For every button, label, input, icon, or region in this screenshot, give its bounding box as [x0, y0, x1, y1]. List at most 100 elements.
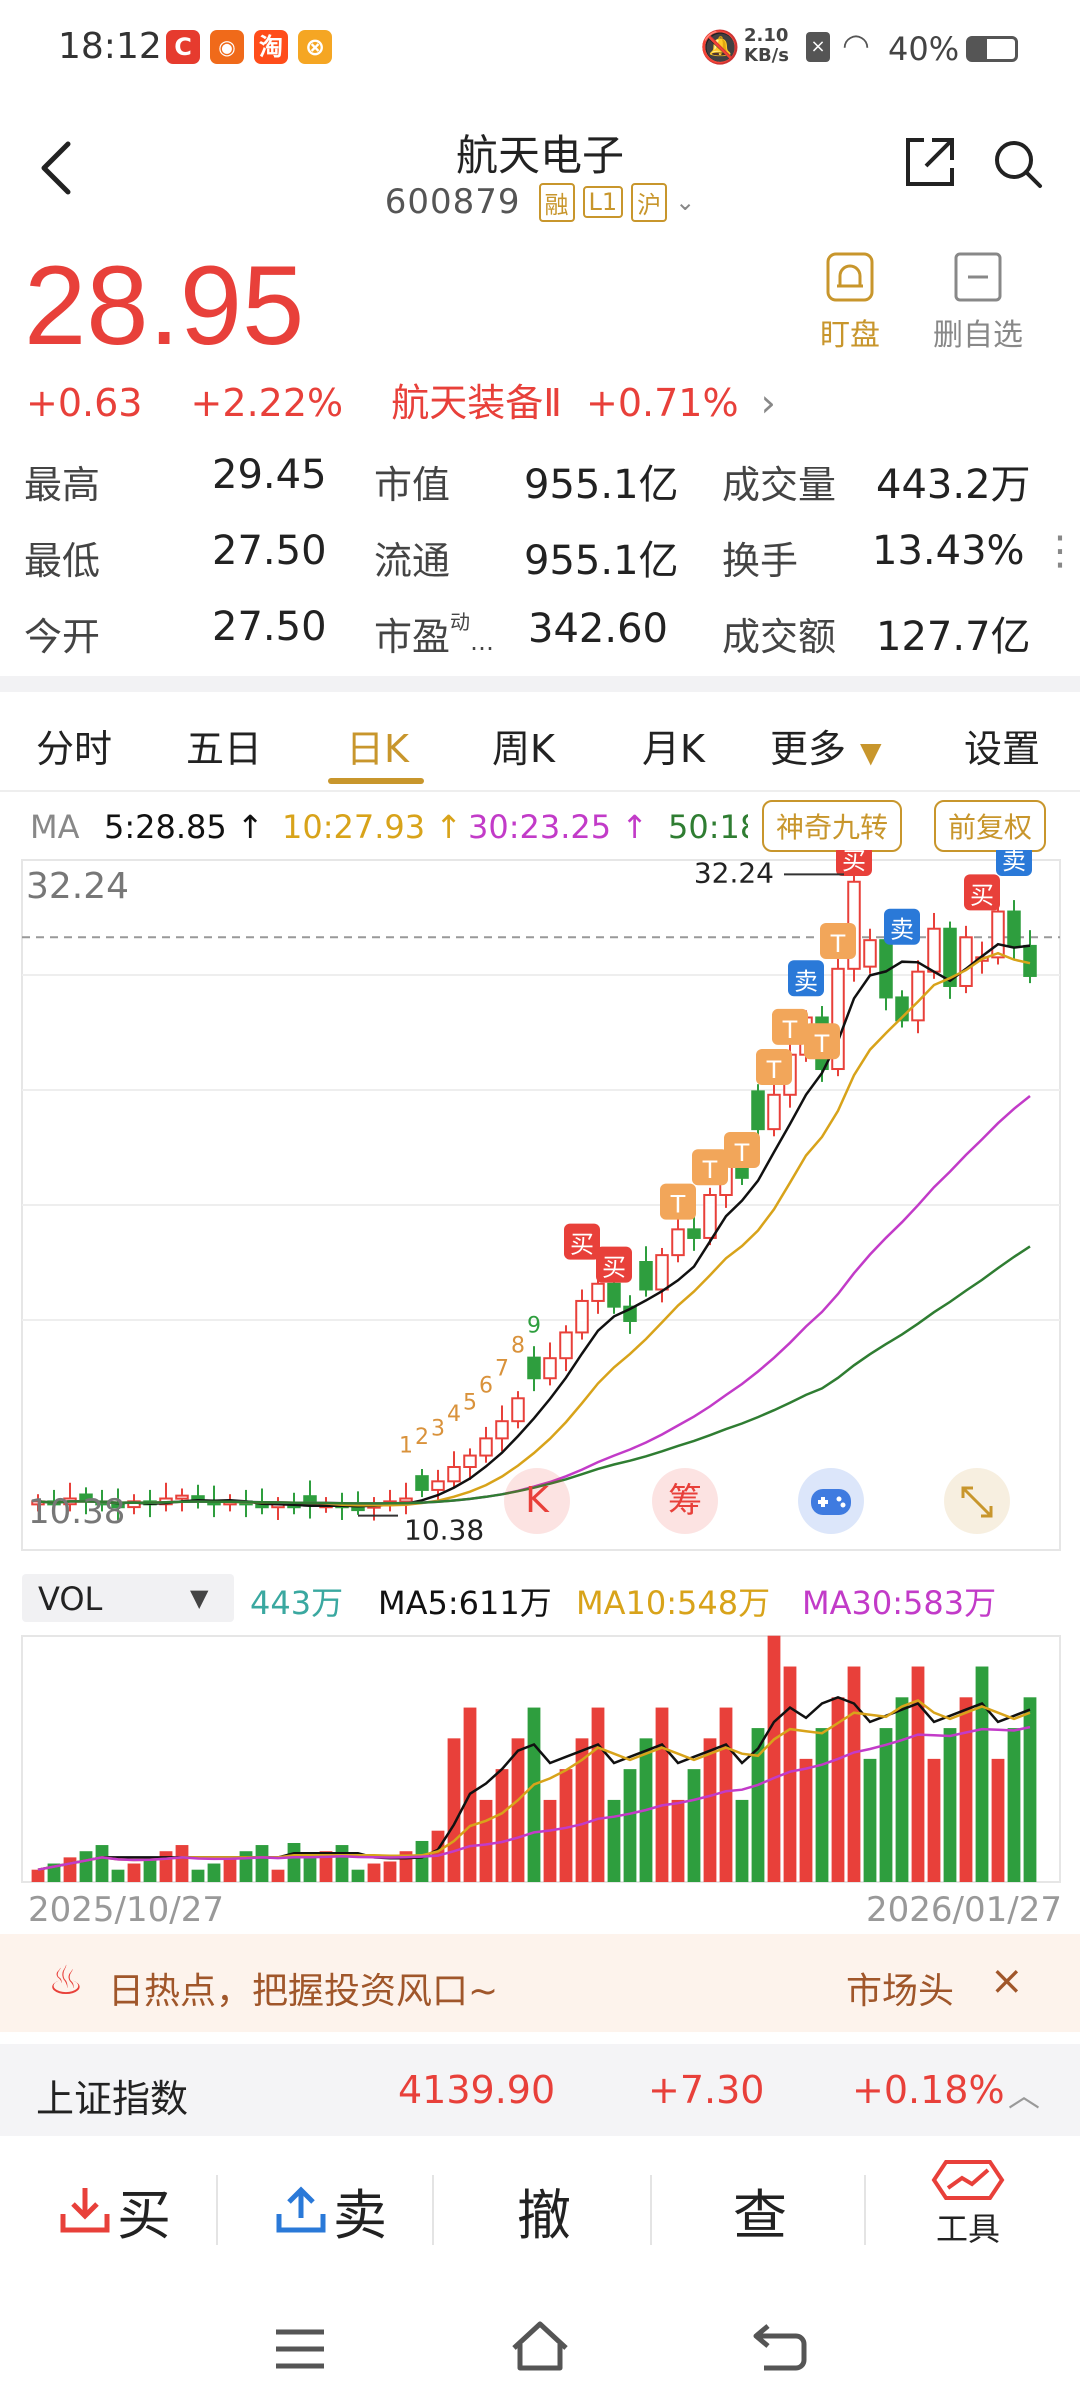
volume-bar-down [207, 1863, 221, 1882]
minus-box-icon [954, 252, 1002, 302]
stock-code-row[interactable]: 600879 融 L1 沪 ⌄ [0, 182, 1080, 222]
candle-down [1007, 910, 1021, 947]
volume-bar-down [879, 1728, 893, 1882]
volume-bar-down [895, 1697, 909, 1882]
tab-daily-k[interactable]: 日K [346, 727, 409, 771]
ma5-line [37, 942, 1031, 1508]
watch-button[interactable]: 盯盘 [810, 252, 890, 354]
buy-button[interactable]: 买 [20, 2160, 210, 2260]
candle-up [543, 1357, 557, 1380]
ma10-line [37, 951, 1031, 1507]
tab-five-day[interactable]: 五日 [186, 727, 263, 771]
share-icon[interactable] [902, 134, 958, 190]
buy-signal-bg [564, 1223, 600, 1260]
stock-title: 航天电子 [455, 131, 624, 180]
candle-up [591, 1282, 605, 1302]
sim-icon: × [806, 32, 830, 62]
volume-bar-down [607, 1799, 621, 1882]
candle-up [703, 1194, 717, 1239]
home-icon[interactable] [510, 2320, 570, 2374]
vol-ma10: MA10:548万 [576, 1584, 771, 1622]
expand-icon[interactable] [944, 1468, 1010, 1534]
tab-more[interactable]: 更多 ▼ [770, 727, 882, 771]
volume-chart[interactable] [0, 1630, 1080, 1890]
volume-bar-up [319, 1851, 333, 1882]
candle-up [447, 1466, 461, 1483]
candle-up [767, 1093, 781, 1131]
volume-bar-down [863, 1758, 877, 1882]
volume-bar-up [367, 1863, 381, 1882]
tab-weekly-k[interactable]: 周K [492, 727, 555, 771]
volume-bar-up [911, 1666, 925, 1882]
date-start: 2025/10/27 [28, 1890, 224, 1930]
chevron-up-icon[interactable]: ︿ [1008, 2076, 1041, 2114]
adjust-button[interactable]: 前复权 [934, 800, 1047, 852]
tab-intraday[interactable]: 分时 [36, 727, 113, 771]
volume-bar-up [223, 1857, 237, 1882]
candle-up [991, 910, 1005, 959]
low-value: 27.50 [212, 528, 327, 574]
vol-select-label: VOL [38, 1580, 103, 1618]
nine-turn-count: 5 [463, 1391, 477, 1416]
index-pct: +0.18% [852, 2068, 1005, 2112]
k-line-tool-button[interactable]: K [504, 1468, 570, 1534]
volume-bar-down [687, 1769, 701, 1882]
fire-icon: ♨ [48, 1958, 84, 2004]
candle-up [431, 1480, 445, 1491]
menu-icon[interactable] [272, 2328, 328, 2370]
search-icon[interactable] [990, 136, 1046, 192]
remove-watchlist-button[interactable]: 删自选 [930, 252, 1026, 354]
sell-signal-bg [884, 908, 920, 945]
volume-bar-down [95, 1845, 109, 1882]
sell-signal-bg [788, 960, 824, 997]
hot-topics-banner[interactable]: ♨ 日热点，把握投资风口~ 市场头 × [0, 1934, 1080, 2032]
chart-high-label: 32.24 [26, 866, 130, 907]
tab-settings[interactable]: 设置 [964, 727, 1041, 771]
candle-up [575, 1299, 589, 1334]
sell-button[interactable]: 卖 [236, 2160, 426, 2260]
t-signal: T [702, 1156, 718, 1184]
volume-bar-down [975, 1666, 989, 1882]
banner-link[interactable]: 市场头 [846, 1971, 955, 2012]
index-ticker[interactable]: 上证指数 4139.90 +7.30 +0.18% ︿ [0, 2044, 1080, 2136]
tools-button[interactable]: 工具 [908, 2156, 1028, 2264]
close-icon[interactable]: × [990, 1958, 1024, 2004]
cancel-order-button[interactable]: 撤 [517, 2183, 571, 2247]
gamepad-icon[interactable] [798, 1468, 864, 1534]
volume-bar-down [751, 1728, 765, 1882]
volume-bar-up [31, 1869, 45, 1882]
volume-bar-up [847, 1666, 861, 1882]
price-change-row[interactable]: +0.63 +2.22% 航天装备Ⅱ +0.71% › [26, 372, 776, 427]
query-button[interactable]: 查 [733, 2183, 787, 2247]
chips-tool-button[interactable]: 筹 [652, 1468, 718, 1534]
volume-bar-up [271, 1869, 285, 1882]
download-icon [60, 2188, 110, 2233]
t-signal-bg [772, 1008, 808, 1045]
more-vertical-icon[interactable]: ⋮ [1040, 528, 1080, 574]
trend-hexagon-icon [931, 2160, 1005, 2200]
t-signal-bg [692, 1149, 728, 1186]
sector-name: 航天装备Ⅱ [391, 381, 562, 425]
margin-badge: 融 [538, 182, 575, 222]
battery-percent: 40% [888, 30, 960, 68]
sector-pct: +0.71% [586, 381, 739, 425]
vol-indicator-select[interactable]: VOL ▼ [22, 1574, 234, 1622]
min-marker-label: 10.38 [404, 1514, 484, 1547]
volume-bar-down [255, 1845, 269, 1882]
volume-bar-up [383, 1861, 397, 1882]
nine-turn-count: 9 [527, 1313, 541, 1338]
volume-bar-up [559, 1769, 573, 1882]
active-tab-underline [328, 778, 424, 784]
current-price: 28.95 [24, 243, 305, 368]
tab-monthly-k[interactable]: 月K [642, 727, 705, 771]
t-signal: T [830, 930, 846, 958]
back-arrow-icon[interactable] [36, 138, 76, 198]
volume-bar-up [495, 1769, 509, 1882]
index-name: 上证指数 [36, 2077, 189, 2121]
t-signal-bg [804, 1023, 840, 1060]
candle-down [527, 1356, 541, 1380]
back-nav-icon[interactable] [752, 2322, 808, 2372]
magic-nine-button[interactable]: 神奇九转 [762, 800, 903, 852]
volume-bar-down [415, 1840, 429, 1882]
